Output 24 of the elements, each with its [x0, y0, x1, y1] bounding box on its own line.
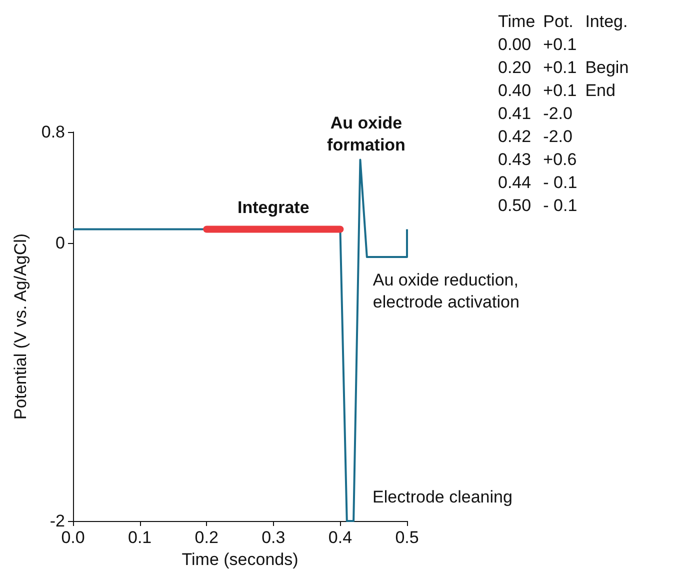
- x-tick-label: 0.3: [262, 528, 286, 547]
- annotation: Integrate: [238, 198, 310, 217]
- text: 0.40 +0.1 End: [497, 80, 616, 102]
- text: 0.00 +0.1: [497, 34, 578, 56]
- y-tick-label: -2: [50, 512, 65, 530]
- x-tick-label: 0.5: [395, 528, 419, 547]
- y-axis-title: Potential (V vs. Ag/AgCl): [11, 233, 30, 420]
- text: 0.20 +0.1 Begin: [497, 57, 630, 79]
- x-tick-label: 0.2: [194, 528, 218, 547]
- text: 0.42 -2.0: [497, 126, 574, 148]
- annotation: Au oxide reduction, electrode activation: [372, 270, 520, 312]
- x-tick-label: 0.0: [61, 528, 85, 547]
- annotation: Electrode cleaning: [372, 488, 512, 506]
- y-tick-label: 0: [56, 234, 65, 253]
- text: 0.44 - 0.1: [497, 172, 578, 194]
- text: 0.50 - 0.1: [497, 195, 578, 217]
- annotation: Au oxide formation: [327, 113, 406, 154]
- text: 0.41 -2.0: [497, 103, 574, 125]
- x-tick-label: 0.1: [128, 528, 152, 547]
- y-tick-label: 0.8: [41, 122, 65, 142]
- x-axis-title: Time (seconds): [182, 550, 298, 569]
- text: Time Pot. Integ.: [497, 11, 629, 33]
- x-tick-label: 0.4: [328, 528, 352, 547]
- text: 0.43 +0.6: [497, 149, 578, 171]
